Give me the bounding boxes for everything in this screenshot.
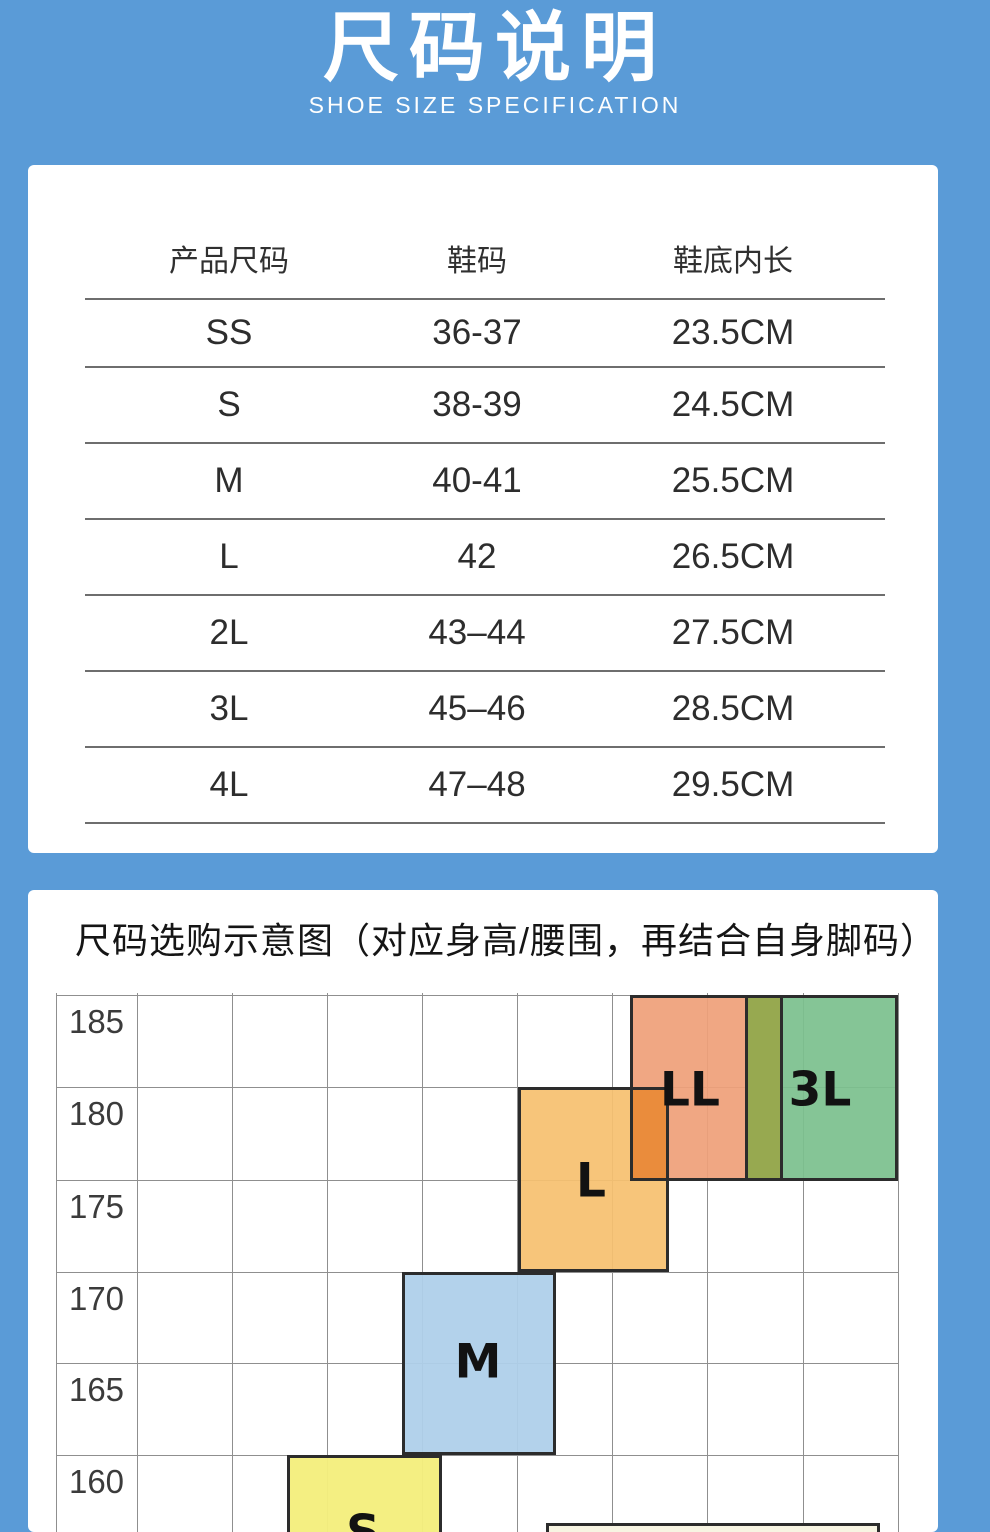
cell-size: 4L	[209, 765, 249, 804]
legend-box	[546, 1523, 880, 1532]
cell-size: L	[219, 537, 239, 576]
y-tick-160: 160	[68, 1463, 125, 1500]
height-size-chart: 185 180 175 170 165 160 LL 3L L M S	[56, 993, 899, 1532]
grid-line-vertical	[707, 993, 708, 1532]
region-label-ll: LL	[660, 1062, 720, 1118]
column-header-product-size: 产品尺码	[169, 244, 289, 278]
cell-shoe-size: 47–48	[428, 765, 526, 804]
cell-size: 3L	[209, 689, 249, 728]
cell-size: SS	[205, 313, 253, 352]
header-banner: 尺码说明 SHOE SIZE SPECIFICATION	[0, 0, 990, 150]
size-diagram-title: 尺码选购示意图（对应身高/腰围，再结合自身脚码）	[75, 920, 938, 961]
column-header-shoe-size: 鞋码	[447, 244, 507, 278]
grid-line-vertical	[422, 993, 423, 1532]
cell-shoe-size: 43–44	[428, 613, 526, 652]
y-tick-180: 180	[68, 1095, 125, 1132]
cell-shoe-size: 40-41	[432, 461, 522, 500]
table-row: S 38-39 24.5CM	[85, 368, 885, 444]
cell-shoe-size: 36-37	[432, 313, 522, 352]
region-overlap-ll-3l	[748, 998, 783, 1178]
cell-size: M	[214, 461, 244, 500]
cell-size: 2L	[209, 613, 249, 652]
grid-line-vertical	[898, 993, 899, 1532]
table-row: SS 36-37 23.5CM	[85, 300, 885, 368]
page-title: 尺码说明	[323, 3, 667, 92]
region-overlap-l-ll	[633, 1087, 669, 1178]
y-tick-175: 175	[68, 1188, 125, 1225]
grid-line-horizontal	[56, 1087, 898, 1088]
y-tick-185: 185	[68, 1003, 125, 1040]
table-row: 3L 45–46 28.5CM	[85, 672, 885, 748]
cell-shoe-size: 42	[457, 537, 497, 576]
grid-line-vertical	[803, 993, 804, 1532]
cell-insole-length: 27.5CM	[671, 613, 795, 652]
y-tick-165: 165	[68, 1371, 125, 1408]
grid-line-vertical	[137, 993, 138, 1532]
y-tick-170: 170	[68, 1280, 125, 1317]
region-box-s	[287, 1455, 442, 1532]
cell-insole-length: 25.5CM	[671, 461, 795, 500]
cell-insole-length: 28.5CM	[671, 689, 795, 728]
size-table: 产品尺码 鞋码 鞋底内长 SS 36-37 23.5CM S 38-39 24.…	[85, 165, 885, 824]
grid-line-horizontal	[56, 1180, 898, 1181]
region-label-3l: 3L	[788, 1062, 852, 1118]
region-label-s: S	[346, 1506, 380, 1532]
grid-line-horizontal	[56, 1455, 898, 1456]
table-row: M 40-41 25.5CM	[85, 444, 885, 520]
grid-line-horizontal	[56, 995, 898, 996]
region-label-m: M	[454, 1334, 502, 1390]
cell-size: S	[217, 385, 241, 424]
size-table-card: 产品尺码 鞋码 鞋底内长 SS 36-37 23.5CM S 38-39 24.…	[28, 165, 938, 853]
grid-line-vertical	[517, 993, 518, 1532]
cell-insole-length: 26.5CM	[671, 537, 795, 576]
cell-shoe-size: 45–46	[428, 689, 526, 728]
cell-insole-length: 23.5CM	[671, 313, 795, 352]
grid-line-vertical	[232, 993, 233, 1532]
page-subtitle: SHOE SIZE SPECIFICATION	[308, 92, 682, 118]
cell-insole-length: 29.5CM	[671, 765, 795, 804]
region-label-l: L	[576, 1153, 606, 1209]
cell-shoe-size: 38-39	[432, 385, 522, 424]
grid-line-vertical	[56, 993, 57, 1532]
cell-insole-length: 24.5CM	[671, 385, 795, 424]
grid-line-vertical	[327, 993, 328, 1532]
table-row: L 42 26.5CM	[85, 520, 885, 596]
size-diagram-card: 尺码选购示意图（对应身高/腰围，再结合自身脚码） 185 180 175	[28, 890, 938, 1532]
column-header-insole-length: 鞋底内长	[673, 244, 793, 278]
region-box-m	[402, 1272, 556, 1455]
table-row: 2L 43–44 27.5CM	[85, 596, 885, 672]
table-row: 4L 47–48 29.5CM	[85, 748, 885, 824]
table-header-row: 产品尺码 鞋码 鞋底内长	[85, 165, 885, 300]
